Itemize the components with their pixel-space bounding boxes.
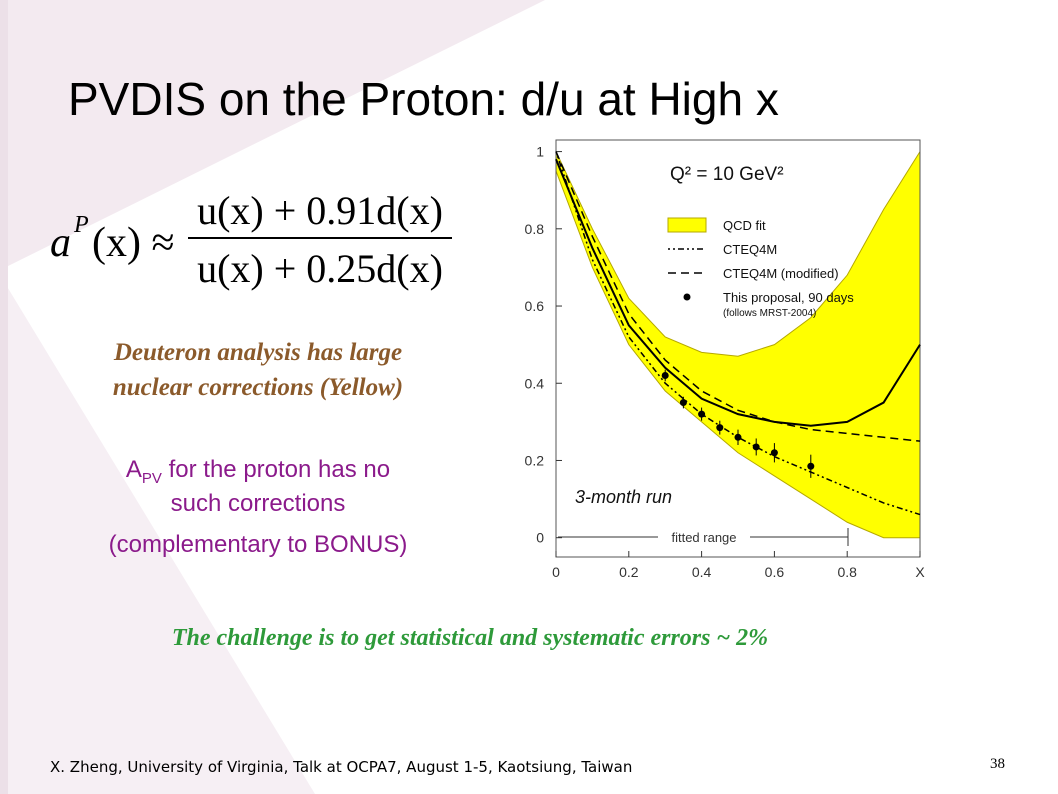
legend-swatch bbox=[683, 293, 691, 301]
legend-label: This proposal, 90 days bbox=[723, 290, 854, 305]
formula-sup: P bbox=[73, 212, 89, 238]
formula-lhs: a bbox=[50, 220, 71, 266]
curve bbox=[555, 151, 921, 442]
slide-title: PVDIS on the Proton: d/u at High x bbox=[68, 73, 779, 125]
legend-label: CTEQ4M (modified) bbox=[723, 266, 839, 281]
formula-lhs-rest: (x) ≈ bbox=[92, 220, 175, 266]
legend-label: CTEQ4M bbox=[723, 242, 777, 257]
data-point bbox=[679, 399, 687, 407]
footer: X. Zheng, University of Virginia, Talk a… bbox=[50, 758, 632, 776]
data-point bbox=[698, 410, 706, 418]
range-label-bg bbox=[658, 528, 750, 546]
y-tick-label: 0.4 bbox=[525, 375, 545, 391]
x-tick-label: 0.2 bbox=[619, 564, 639, 580]
proton-note: such corrections bbox=[171, 490, 346, 517]
proton-note: APV for the proton has no bbox=[126, 456, 390, 487]
x-tick-label: 0 bbox=[552, 564, 560, 580]
x-tick-label: 0.6 bbox=[765, 564, 785, 580]
deuteron-note: Deuteron analysis has large bbox=[113, 339, 402, 366]
plot-frame bbox=[555, 139, 921, 558]
y-tick-label: 0.2 bbox=[525, 452, 545, 468]
line: for the proton has no bbox=[162, 456, 390, 483]
decoration bbox=[0, 275, 315, 794]
data-point bbox=[752, 443, 760, 451]
subscript: PV bbox=[142, 470, 162, 487]
annotation: Q² = 10 GeV² bbox=[670, 164, 784, 185]
x-tick-label: X bbox=[915, 564, 925, 580]
y-tick-label: 0.6 bbox=[525, 298, 545, 314]
legend-label: QCD fit bbox=[723, 218, 766, 233]
symbol: A bbox=[126, 456, 142, 483]
curve bbox=[555, 158, 921, 427]
x-tick-label: 0.8 bbox=[837, 564, 857, 580]
legend-note: (follows MRST-2004) bbox=[723, 308, 816, 319]
challenge: The challenge is to get statistical and … bbox=[172, 625, 768, 651]
chart: 0 0.2 0.4 0.6 0.8 1 0 0.2 0.4 0.6 0.8 X QCD fit CTEQ4… bbox=[505, 130, 960, 582]
data-point bbox=[770, 449, 778, 457]
formula-denominator: u(x) + 0.25d(x) bbox=[197, 246, 443, 291]
run-label: 3-month run bbox=[575, 487, 672, 507]
deuteron-note: nuclear corrections (Yellow) bbox=[113, 374, 403, 401]
y-tick-label: 0 bbox=[536, 530, 544, 546]
y-tick-label: 1 bbox=[536, 144, 544, 160]
y-tick-label: 0.8 bbox=[525, 221, 545, 237]
formula: a P (x) ≈ u(x) + 0.91d(x) u(x) + 0.25d(x… bbox=[50, 188, 452, 291]
data-point bbox=[716, 424, 724, 432]
range-label: fitted range bbox=[671, 530, 736, 545]
data-point bbox=[661, 372, 669, 380]
page-number: 38 bbox=[990, 756, 1005, 772]
decoration bbox=[0, 0, 545, 270]
formula-numerator: u(x) + 0.91d(x) bbox=[197, 188, 443, 233]
decoration bbox=[0, 0, 8, 794]
legend-swatch bbox=[667, 217, 707, 233]
data-point bbox=[807, 462, 815, 470]
x-tick-label: 0.4 bbox=[692, 564, 712, 580]
proton-note: (complementary to BONUS) bbox=[109, 531, 408, 558]
data-point bbox=[734, 433, 742, 441]
